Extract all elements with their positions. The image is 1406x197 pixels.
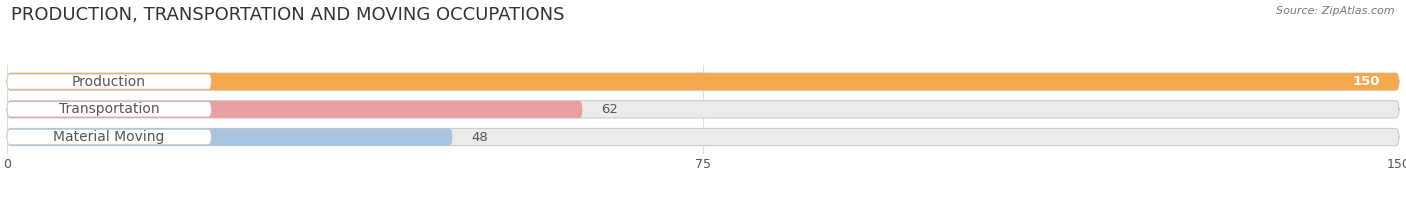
FancyBboxPatch shape (7, 128, 1399, 146)
FancyBboxPatch shape (7, 73, 1399, 90)
Text: 48: 48 (471, 131, 488, 144)
Text: Material Moving: Material Moving (53, 130, 165, 144)
FancyBboxPatch shape (7, 101, 1399, 118)
FancyBboxPatch shape (7, 101, 582, 118)
FancyBboxPatch shape (7, 130, 211, 145)
Text: 150: 150 (1353, 75, 1381, 88)
Text: Transportation: Transportation (59, 102, 159, 116)
Text: Production: Production (72, 75, 146, 89)
Text: Source: ZipAtlas.com: Source: ZipAtlas.com (1277, 6, 1395, 16)
FancyBboxPatch shape (7, 128, 453, 146)
Text: 62: 62 (600, 103, 617, 116)
FancyBboxPatch shape (7, 74, 211, 89)
Text: PRODUCTION, TRANSPORTATION AND MOVING OCCUPATIONS: PRODUCTION, TRANSPORTATION AND MOVING OC… (11, 6, 565, 24)
FancyBboxPatch shape (7, 102, 211, 117)
FancyBboxPatch shape (7, 73, 1399, 90)
